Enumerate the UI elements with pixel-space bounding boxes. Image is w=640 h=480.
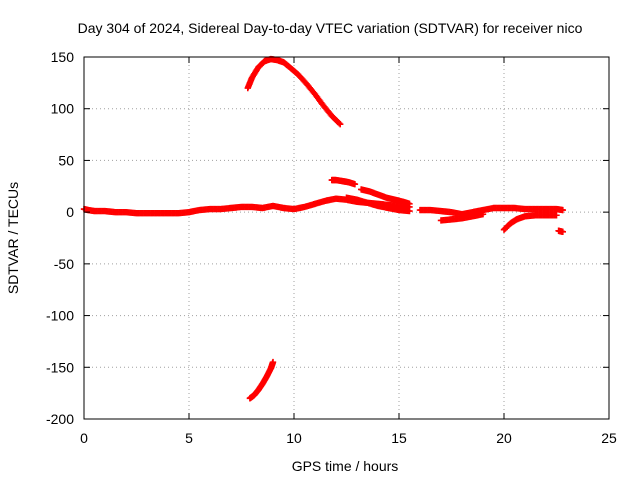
data-layer [80, 55, 566, 402]
series-branch-a [328, 176, 359, 188]
y-tick-label: -200 [46, 411, 74, 427]
y-tick-label: 100 [51, 101, 75, 117]
x-tick-label: 10 [286, 430, 302, 446]
data-point [406, 207, 413, 215]
y-tick-label: 50 [58, 152, 74, 168]
data-point [479, 211, 487, 218]
grid-layer [84, 57, 609, 419]
data-point [553, 212, 560, 219]
x-tick-label: 5 [185, 430, 193, 446]
x-tick-label: 25 [601, 430, 617, 446]
y-tick-label: 150 [51, 49, 75, 65]
series-tail [555, 227, 566, 235]
y-tick-label: -100 [46, 308, 74, 324]
data-point [337, 121, 344, 128]
series-branch-c [358, 186, 413, 208]
x-tick-label: 0 [80, 430, 88, 446]
data-point [351, 181, 359, 188]
y-tick-label: 0 [66, 204, 74, 220]
series-recovery [500, 212, 560, 233]
data-point [406, 200, 413, 208]
plot-frame [83, 56, 610, 420]
data-point [335, 119, 343, 127]
y-tick-label: -50 [54, 256, 74, 272]
y-axis-label: SDTVAR / TECUs [5, 182, 21, 294]
x-tick-label: 15 [391, 430, 407, 446]
data-point [269, 358, 277, 366]
x-tick-label: 20 [496, 430, 512, 446]
data-point [559, 206, 566, 214]
series-evening-band [416, 204, 566, 218]
x-axis-label: GPS time / hours [292, 458, 399, 474]
data-point [559, 228, 566, 235]
series-branch-b [343, 194, 413, 215]
series-upper-arc [244, 55, 344, 128]
series-lower-arc [246, 358, 277, 402]
y-tick-label: -150 [46, 359, 74, 375]
tick-layer: 0 5 10 15 20 25 150 100 50 0 -50 -100 -150 -200 [46, 49, 617, 446]
chart-title: Day 304 of 2024, Sidereal Day-to-day VTE… [78, 20, 583, 36]
series-evening-low [437, 211, 487, 224]
